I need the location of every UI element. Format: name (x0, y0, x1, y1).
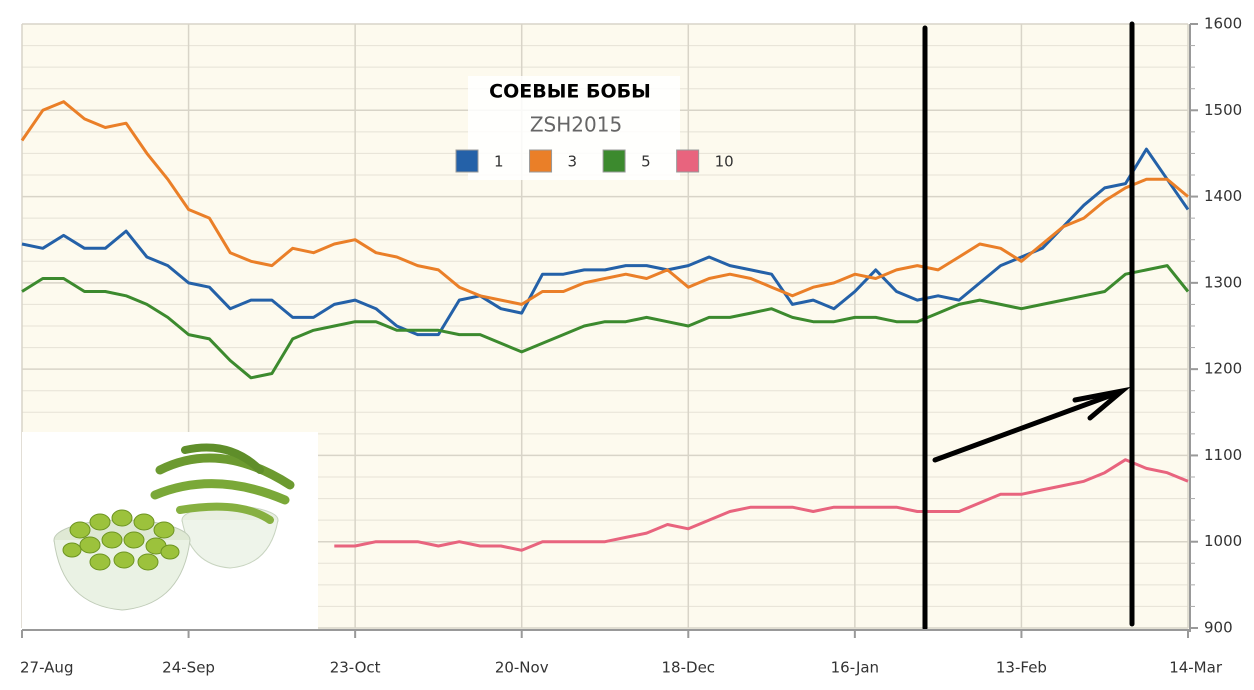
legend-label: 10 (715, 153, 734, 171)
y-tick-label: 1100 (1204, 446, 1242, 464)
x-tick-label: 23-Oct (330, 659, 381, 677)
chart-subtitle: ZSH2015 (530, 113, 622, 137)
chart-title: СОЕВЫЕ БОБЫ (489, 81, 651, 103)
x-tick-label: 14-Mar (1169, 659, 1223, 677)
legend-swatch (603, 150, 625, 172)
x-tick-label: 13-Feb (996, 659, 1047, 677)
y-tick-label: 1500 (1204, 101, 1242, 119)
y-tick-label: 1300 (1204, 273, 1242, 291)
x-tick-label: 18-Dec (662, 659, 716, 677)
y-tick-label: 1000 (1204, 532, 1242, 550)
legend-swatch (456, 150, 478, 172)
chart: СОЕВЫЕ БОБЫ ZSH2015 1 3 5 10 900 1000 1100 120… (0, 0, 1254, 686)
legend-label: 5 (641, 153, 651, 171)
x-tick-label: 24-Sep (162, 659, 215, 677)
legend-label: 3 (568, 153, 578, 171)
x-tick-label: 27-Aug (20, 659, 73, 677)
soybean-image (22, 432, 318, 632)
legend-label: 1 (494, 153, 504, 171)
y-tick-label: 1200 (1204, 360, 1242, 378)
legend-swatch (530, 150, 552, 172)
x-tick-label: 20-Nov (495, 659, 549, 677)
y-tick-label: 1400 (1204, 187, 1242, 205)
y-tick-label: 900 (1204, 619, 1233, 637)
y-tick-label: 1600 (1204, 15, 1242, 33)
x-tick-label: 16-Jan (831, 659, 879, 677)
legend-swatch (677, 150, 699, 172)
